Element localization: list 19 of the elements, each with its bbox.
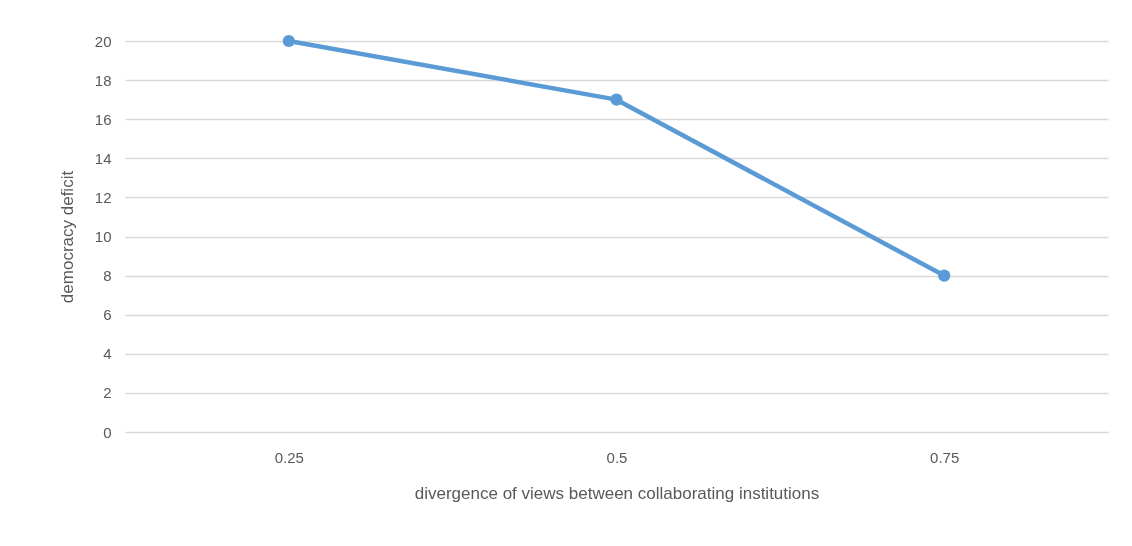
y-tick-label: 18 <box>94 71 112 89</box>
y-tick-label: 0 <box>103 423 112 441</box>
y-tick-label: 12 <box>94 188 112 206</box>
point <box>610 93 623 106</box>
x-axis-title: divergence of views between collaborating institutions <box>414 483 820 503</box>
y-tick-label: 16 <box>94 110 112 128</box>
y-axis-title: democracy deficit <box>57 170 77 304</box>
y-tick-label: 8 <box>103 267 112 285</box>
x-tick-label: 0.5 <box>606 448 628 466</box>
y-tick-label: 14 <box>94 149 112 167</box>
y-tick-label: 6 <box>103 306 112 324</box>
y-tick-label: 20 <box>94 32 112 50</box>
x-tick-label: 0.25 <box>274 448 304 466</box>
y-tick-label: 10 <box>94 228 112 245</box>
point <box>938 269 951 282</box>
y-tick-label: 4 <box>103 345 112 363</box>
y-tick-label: 2 <box>103 384 112 402</box>
point <box>282 34 295 48</box>
x-tick-label: 0.75 <box>930 448 960 466</box>
